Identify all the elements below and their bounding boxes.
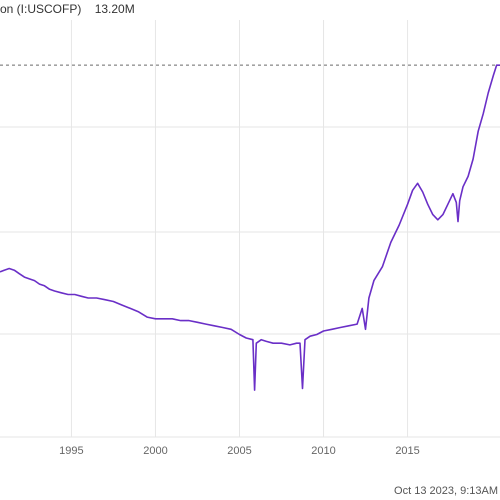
series-line [0, 64, 500, 391]
x-tick-label: 2015 [395, 445, 419, 457]
x-tick-label: 2010 [311, 445, 335, 457]
legend-last-value: 13.20M [94, 2, 135, 16]
legend-series-label: on (I:USCOFP) [0, 2, 82, 16]
x-tick-label: 2005 [227, 445, 251, 457]
chart-legend: on (I:USCOFP) 13.20M [0, 2, 135, 18]
x-tick-label: 1995 [59, 445, 83, 457]
x-tick-label: 2000 [143, 445, 167, 457]
chart-timestamp: Oct 13 2023, 9:13AM [394, 485, 498, 497]
